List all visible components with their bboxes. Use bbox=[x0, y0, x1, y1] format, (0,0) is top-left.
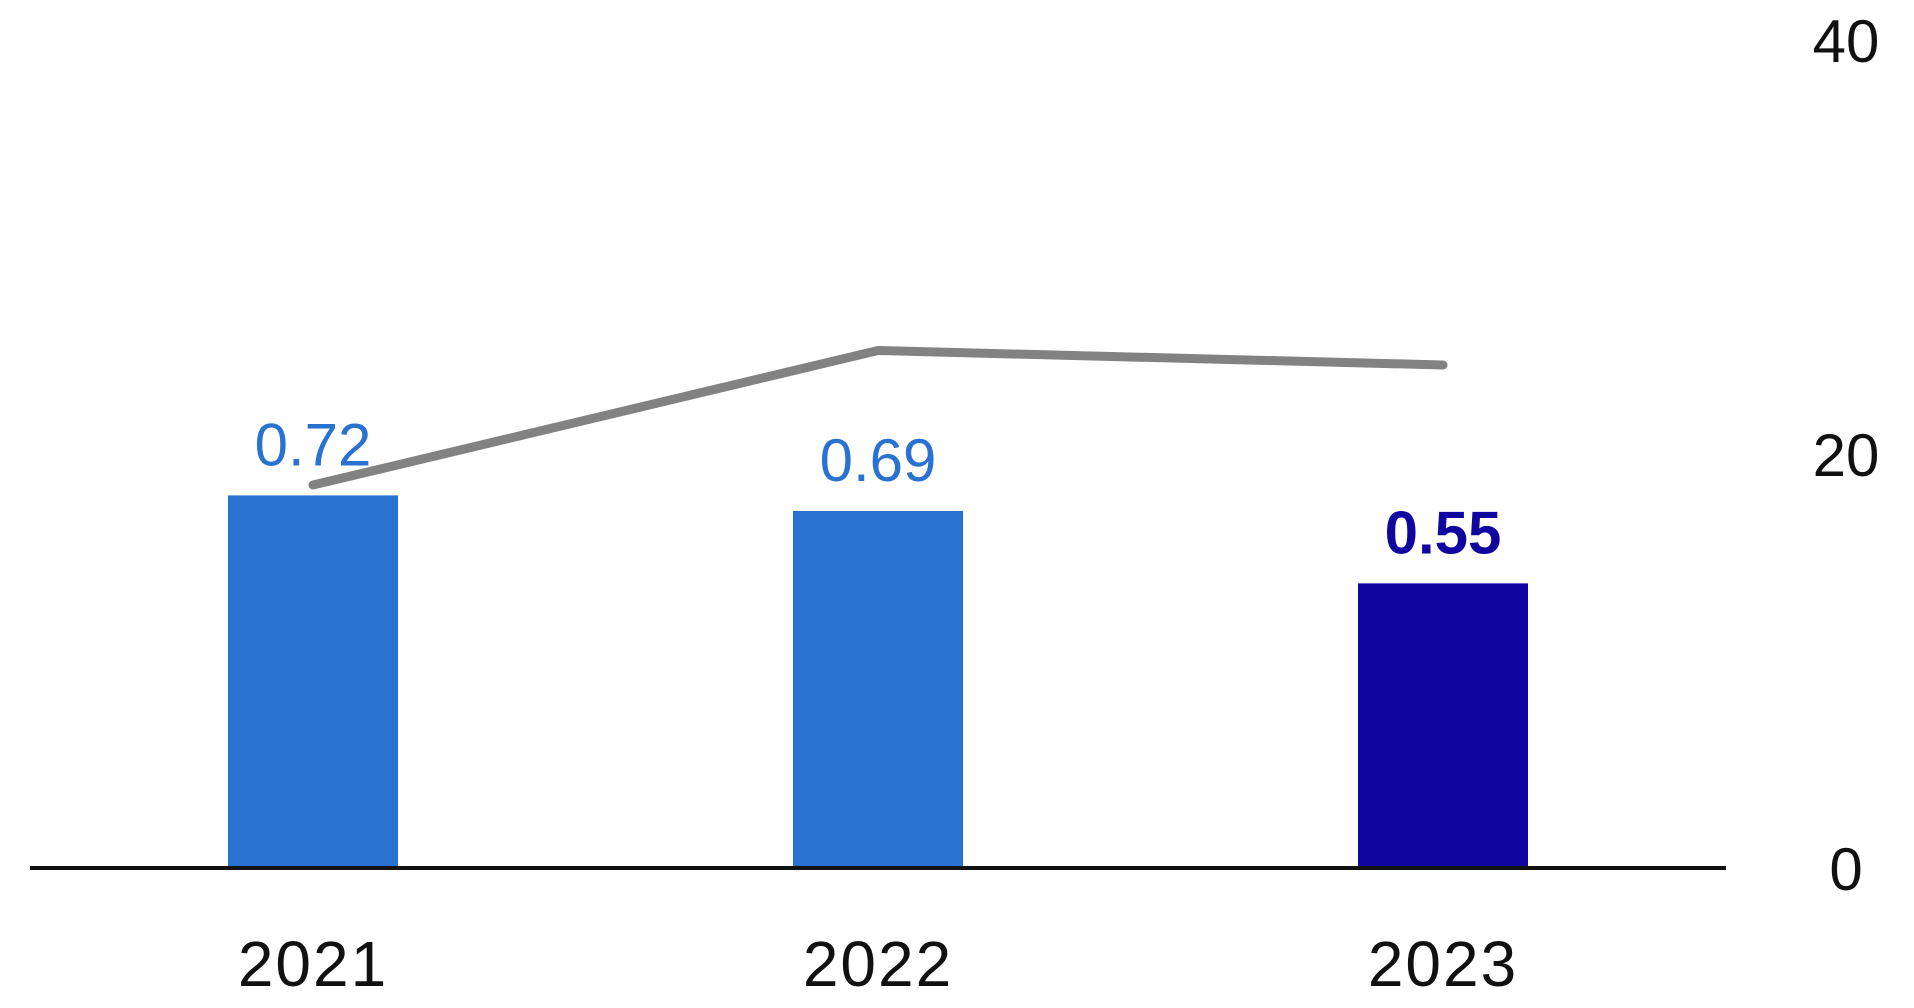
bar-group bbox=[228, 495, 1528, 866]
category-label-2023: 2023 bbox=[1368, 928, 1518, 1000]
right-axis-tick-20: 20 bbox=[1813, 422, 1880, 489]
bar-2021 bbox=[228, 495, 398, 866]
value-label-2023: 0.55 bbox=[1385, 499, 1502, 566]
line-series-group bbox=[308, 346, 1448, 490]
value-label-2021: 0.72 bbox=[255, 411, 372, 478]
bar-2022 bbox=[793, 510, 963, 866]
right-axis-tick-40: 40 bbox=[1813, 8, 1880, 75]
category-label-group: 2021 2022 2023 bbox=[238, 928, 1518, 1000]
value-label-2022: 0.69 bbox=[820, 427, 937, 494]
line-series bbox=[308, 346, 1448, 490]
category-label-2022: 2022 bbox=[803, 928, 953, 1000]
right-axis-tick-group: 0 20 40 bbox=[1813, 8, 1880, 903]
category-label-2021: 2021 bbox=[238, 928, 388, 1000]
right-axis-tick-0: 0 bbox=[1829, 836, 1862, 903]
bar-2023 bbox=[1358, 583, 1528, 866]
value-label-group: 0.72 0.69 0.55 bbox=[255, 411, 1502, 566]
